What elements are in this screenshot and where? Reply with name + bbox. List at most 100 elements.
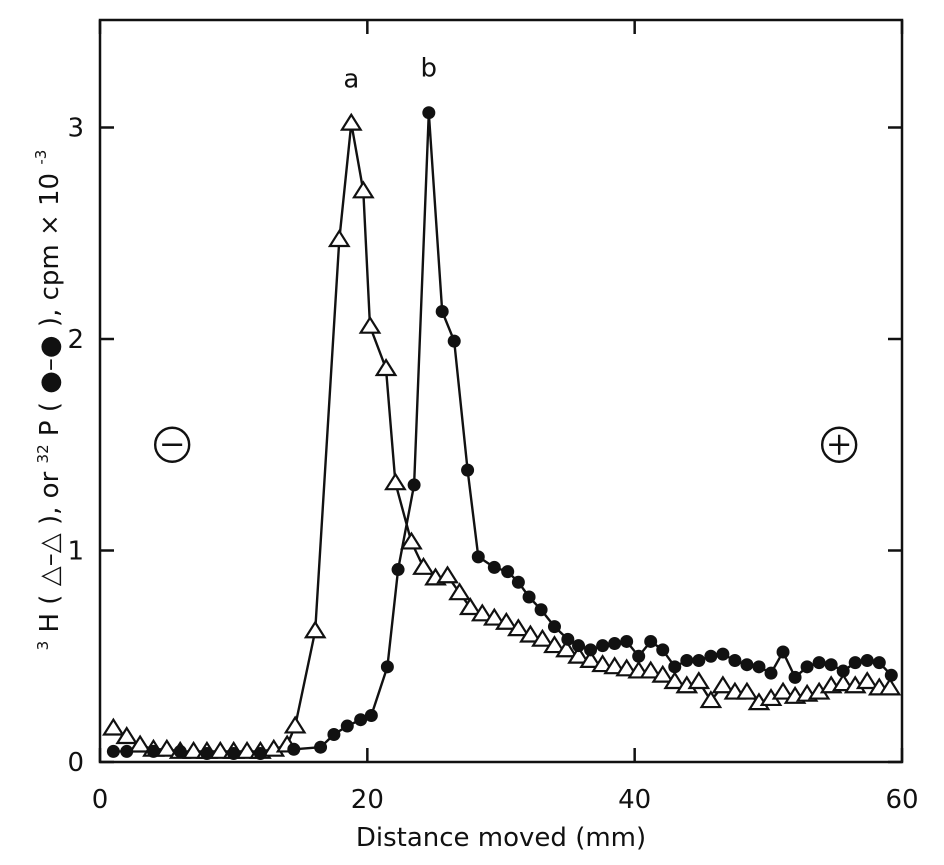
triangle-point-42	[639, 660, 663, 679]
triangle-point-6	[182, 740, 205, 759]
triangle-point-31	[507, 618, 530, 637]
circle-point-44	[764, 666, 778, 680]
y-axis-title: 3 H ( △–△ ), or 32 P ( ●–● ), cpm × 10 -…	[25, 150, 65, 651]
circle-point-33	[632, 649, 646, 663]
triangle-point-48	[711, 675, 735, 694]
circle-point-47	[800, 660, 814, 674]
circle-point-11	[354, 713, 368, 727]
circle-point-3	[173, 744, 187, 758]
circle-point-31	[608, 637, 622, 651]
circle-point-39	[704, 649, 718, 663]
series-markers	[102, 106, 902, 761]
y-title-sup-exp: -3	[32, 150, 50, 165]
y-tick-label-3: 3	[67, 114, 84, 144]
triangle-point-25	[436, 565, 459, 584]
y-title-sup-3: 3	[34, 641, 52, 651]
circle-point-5	[227, 747, 241, 761]
triangle-point-16	[327, 229, 351, 248]
circle-point-46	[788, 670, 802, 684]
circle-point-1	[120, 744, 134, 758]
triangle-point-1	[115, 726, 139, 745]
triangle-point-27	[458, 597, 482, 616]
triangle-point-50	[735, 681, 759, 700]
circle-point-22	[501, 565, 515, 579]
plot-frame	[98, 18, 904, 764]
x-tick-label-40: 40	[618, 785, 651, 815]
y-tick-label-2: 2	[67, 325, 84, 355]
triangle-point-20	[374, 358, 398, 377]
circle-point-13	[380, 660, 394, 674]
axis-ticks: 0 20 40 60 0 1 2 3	[67, 20, 919, 815]
peak-label-b: b	[421, 54, 438, 84]
circle-point-25	[534, 603, 548, 617]
triangle-point-29	[482, 607, 506, 626]
y-tick-label-0: 0	[67, 748, 84, 778]
triangle-point-39	[603, 656, 626, 675]
triangle-point-53	[771, 681, 795, 700]
circle-point-12	[364, 708, 378, 722]
circle-point-37	[680, 653, 694, 667]
circle-point-18	[447, 334, 461, 348]
circle-point-17	[435, 305, 449, 319]
triangle-point-15	[303, 620, 327, 639]
circle-point-28	[572, 639, 586, 653]
circle-point-45	[776, 645, 790, 659]
circle-point-24	[522, 590, 536, 604]
circle-point-27	[561, 632, 575, 646]
triangle-point-40	[615, 658, 638, 677]
y-title-sup-32: 32	[34, 444, 52, 463]
circle-point-40	[716, 647, 730, 661]
circle-point-14	[391, 563, 405, 577]
triangle-point-18	[351, 180, 375, 199]
triangle-point-2	[128, 734, 152, 753]
circle-point-35	[656, 643, 670, 657]
x-tick-label-0: 0	[92, 785, 109, 815]
circle-point-34	[644, 634, 658, 648]
triangle-point-60	[855, 671, 879, 690]
y-title-triangle-legend: △–△	[35, 533, 65, 586]
circle-point-49	[824, 658, 838, 672]
circle-point-38	[692, 653, 706, 667]
circle-point-30	[596, 639, 610, 653]
cathode-marker	[153, 426, 191, 463]
y-title-part-2: ), or	[35, 463, 65, 525]
triangle-point-10	[235, 740, 259, 759]
triangle-point-0	[102, 717, 125, 736]
circle-point-6	[253, 747, 267, 761]
triangle-point-23	[412, 556, 435, 575]
triangle-point-30	[495, 611, 518, 630]
circle-series-line	[113, 111, 893, 755]
triangle-point-28	[470, 603, 494, 622]
circle-point-29	[584, 643, 598, 657]
triangle-point-21	[384, 472, 407, 491]
y-title-part-4: ), cpm × 10	[35, 173, 65, 327]
circle-point-54	[884, 668, 898, 682]
y-title-part-1: H (	[35, 595, 65, 633]
circle-point-7	[287, 742, 301, 756]
triangle-point-8	[208, 740, 232, 759]
x-tick-label-20: 20	[351, 785, 384, 815]
x-axis-title: Distance moved (mm)	[356, 823, 646, 853]
triangle-point-17	[339, 112, 363, 131]
svg-text:3 H ( △–△ ),: 3 H ( △–△ ), or 32 P ( ●–● ), cpm × 10 -…	[25, 150, 65, 651]
triangle-point-44	[663, 671, 687, 690]
circle-point-43	[752, 660, 766, 674]
circle-point-16	[422, 106, 436, 120]
circle-point-41	[728, 653, 742, 667]
x-tick-label-60: 60	[885, 785, 918, 815]
circle-point-8	[314, 740, 328, 754]
circle-point-19	[461, 463, 475, 477]
y-title-part-3: P (	[35, 402, 65, 436]
y-title-circle-legend: ●–●	[35, 335, 65, 393]
triangle-point-14	[283, 715, 307, 734]
triangle-point-4	[155, 738, 179, 757]
triangle-point-33	[531, 628, 554, 647]
circle-point-0	[106, 744, 120, 758]
circle-point-23	[511, 575, 525, 589]
triangle-point-47	[699, 690, 723, 709]
circle-point-50	[836, 664, 850, 678]
triangle-point-36	[567, 645, 590, 664]
triangle-point-58	[831, 673, 855, 692]
